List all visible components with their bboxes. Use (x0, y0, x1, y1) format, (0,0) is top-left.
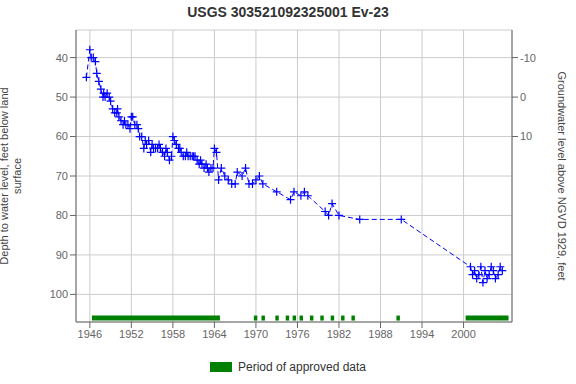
svg-text:Depth to water level, feet bel: Depth to water level, feet below landsur… (8, 87, 23, 264)
svg-text:90: 90 (56, 249, 68, 261)
svg-text:50: 50 (56, 91, 68, 103)
svg-text:1976: 1976 (285, 328, 309, 340)
svg-text:80: 80 (56, 209, 68, 221)
html-text:USGS 303521092325001 Ev-23: USGS 303521092325001 Ev-23 (187, 4, 389, 20)
html-text:Period of approved data: Period of approved data (238, 360, 366, 374)
svg-text:Groundwater level above NGVD 1: Groundwater level above NGVD 1929, feet (556, 71, 568, 280)
svg-text:2000: 2000 (451, 328, 475, 340)
svg-text:1994: 1994 (410, 328, 434, 340)
svg-text:1946: 1946 (78, 328, 102, 340)
svg-text:1958: 1958 (161, 328, 185, 340)
svg-text:10: 10 (520, 130, 532, 142)
svg-text:1964: 1964 (202, 328, 226, 340)
svg-text:1982: 1982 (327, 328, 351, 340)
svg-text:0: 0 (520, 91, 526, 103)
svg-text:70: 70 (56, 170, 68, 182)
svg-text:1988: 1988 (368, 328, 392, 340)
svg-text:1970: 1970 (244, 328, 268, 340)
svg-text:60: 60 (56, 130, 68, 142)
svg-text:100: 100 (50, 288, 68, 300)
svg-text:1952: 1952 (119, 328, 143, 340)
svg-text:-10: -10 (520, 52, 536, 64)
svg-text:40: 40 (56, 52, 68, 64)
